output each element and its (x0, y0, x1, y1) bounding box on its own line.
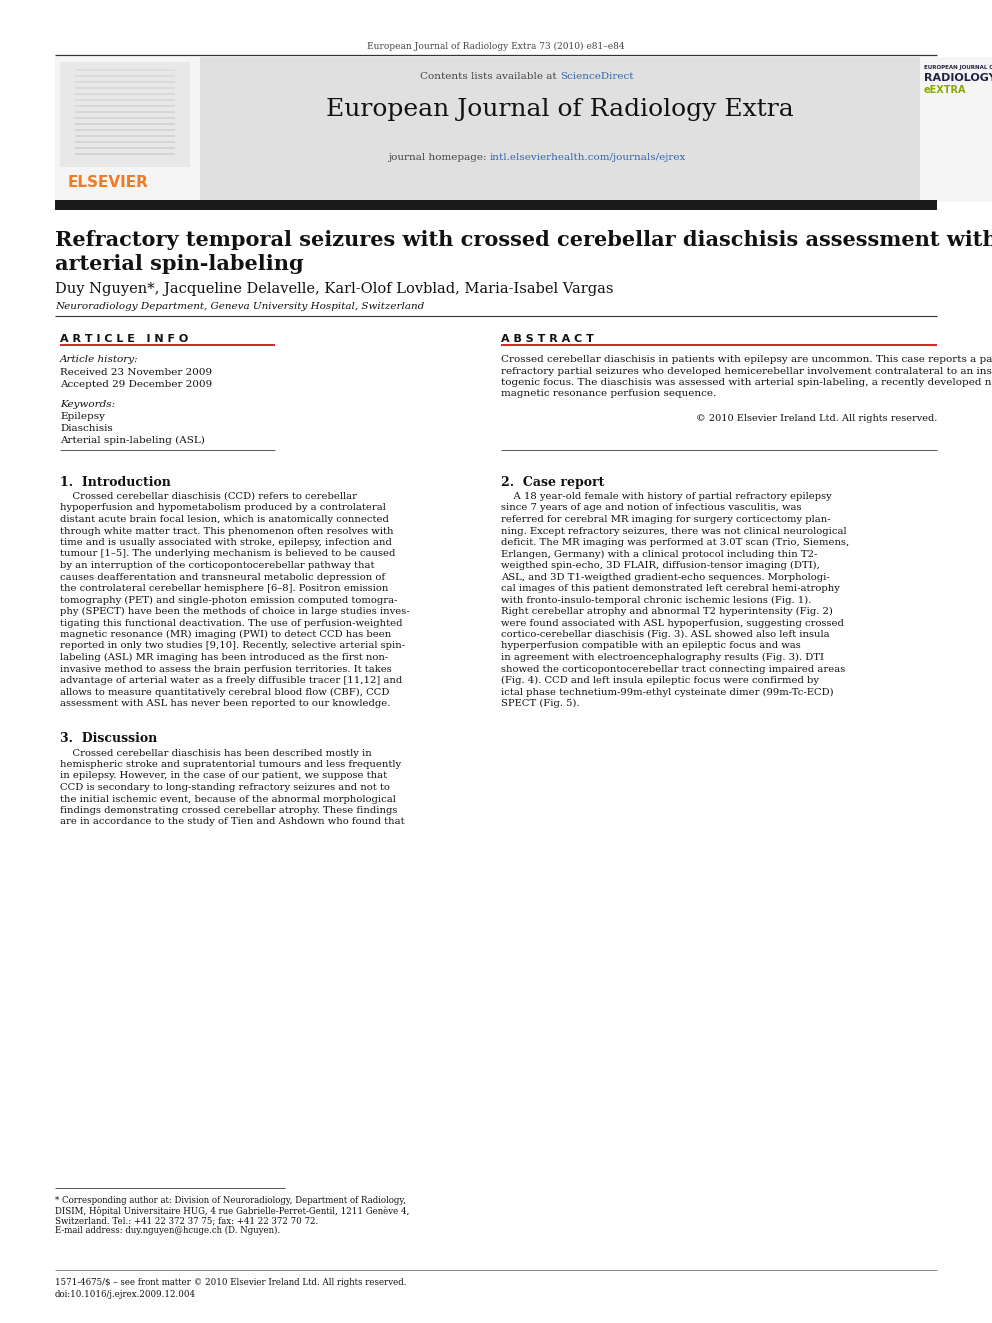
Text: © 2010 Elsevier Ireland Ltd. All rights reserved.: © 2010 Elsevier Ireland Ltd. All rights … (695, 414, 937, 423)
Text: refractory partial seizures who developed hemicerebellar involvement contralater: refractory partial seizures who develope… (501, 366, 992, 376)
Bar (55, 57, 200, 202)
Text: Duy Nguyen*, Jacqueline Delavelle, Karl-Olof Lovblad, Maria-Isabel Vargas: Duy Nguyen*, Jacqueline Delavelle, Karl-… (55, 282, 613, 296)
Text: in epilepsy. However, in the case of our patient, we suppose that: in epilepsy. However, in the case of our… (60, 771, 387, 781)
Text: journal homepage:: journal homepage: (388, 153, 490, 161)
Text: the controlateral cerebellar hemisphere [6–8]. Positron emission: the controlateral cerebellar hemisphere … (60, 583, 389, 593)
Text: Switzerland. Tel.: +41 22 372 37 75; fax: +41 22 372 70 72.: Switzerland. Tel.: +41 22 372 37 75; fax… (55, 1216, 318, 1225)
Text: European Journal of Radiology Extra 73 (2010) e81–e84: European Journal of Radiology Extra 73 (… (367, 42, 625, 52)
Text: showed the corticopontocerebellar tract connecting impaired areas: showed the corticopontocerebellar tract … (501, 664, 845, 673)
Text: ASL, and 3D T1-weigthed gradient-echo sequences. Morphologi-: ASL, and 3D T1-weigthed gradient-echo se… (501, 573, 829, 582)
Text: A B S T R A C T: A B S T R A C T (501, 333, 594, 344)
Text: deficit. The MR imaging was performed at 3.0T scan (Trio, Siemens,: deficit. The MR imaging was performed at… (501, 538, 849, 548)
Text: hypoperfusion and hypometabolism produced by a controlateral: hypoperfusion and hypometabolism produce… (60, 504, 386, 512)
Text: Right cerebellar atrophy and abnormal T2 hyperintensity (Fig. 2): Right cerebellar atrophy and abnormal T2… (501, 607, 833, 617)
Text: ictal phase technetium-99m-ethyl cysteinate dimer (99m-Tc-ECD): ictal phase technetium-99m-ethyl cystein… (501, 688, 833, 697)
Text: tomography (PET) and single-photon emission computed tomogra-: tomography (PET) and single-photon emiss… (60, 595, 398, 605)
Bar (200, 57, 920, 202)
Text: intl.elsevierhealth.com/journals/ejrex: intl.elsevierhealth.com/journals/ejrex (490, 153, 686, 161)
Text: ELSEVIER: ELSEVIER (68, 175, 149, 191)
Text: labeling (ASL) MR imaging has been introduced as the first non-: labeling (ASL) MR imaging has been intro… (60, 654, 388, 662)
Text: hyperperfusion compatible with an epileptic focus and was: hyperperfusion compatible with an epilep… (501, 642, 801, 651)
Text: Erlangen, Germany) with a clinical protocol including thin T2-: Erlangen, Germany) with a clinical proto… (501, 549, 817, 558)
Text: Refractory temporal seizures with crossed cerebellar diaschisis assessment with: Refractory temporal seizures with crosse… (55, 230, 992, 250)
Text: by an interruption of the corticopontocerebellar pathway that: by an interruption of the corticopontoce… (60, 561, 375, 570)
Text: arterial spin-labeling: arterial spin-labeling (55, 254, 304, 274)
Text: cal images of this patient demonstrated left cerebral hemi-atrophy: cal images of this patient demonstrated … (501, 583, 840, 593)
Text: weigthed spin-echo, 3D FLAIR, diffusion-tensor imaging (DTI),: weigthed spin-echo, 3D FLAIR, diffusion-… (501, 561, 819, 570)
Text: advantage of arterial water as a freely diffusible tracer [11,12] and: advantage of arterial water as a freely … (60, 676, 402, 685)
Text: tigating this functional deactivation. The use of perfusion-weighted: tigating this functional deactivation. T… (60, 618, 403, 627)
Text: were found associated with ASL hypoperfusion, suggesting crossed: were found associated with ASL hypoperfu… (501, 618, 844, 627)
Text: with fronto-insulo-temporal chronic ischemic lesions (Fig. 1).: with fronto-insulo-temporal chronic isch… (501, 595, 811, 605)
Text: RADIOLOGY: RADIOLOGY (924, 73, 992, 83)
Text: Arterial spin-labeling (ASL): Arterial spin-labeling (ASL) (60, 437, 205, 445)
Text: referred for cerebral MR imaging for surgery corticectomy plan-: referred for cerebral MR imaging for sur… (501, 515, 830, 524)
Text: DISIM, Hôpital Universitaire HUG, 4 rue Gabrielle-Perret-Gentil, 1211 Genève 4,: DISIM, Hôpital Universitaire HUG, 4 rue … (55, 1207, 410, 1216)
Text: 2.  Case report: 2. Case report (501, 476, 604, 490)
Text: in agreement with electroencephalography results (Fig. 3). DTI: in agreement with electroencephalography… (501, 654, 824, 662)
Text: 1571-4675/$ – see front matter © 2010 Elsevier Ireland Ltd. All rights reserved.: 1571-4675/$ – see front matter © 2010 El… (55, 1278, 407, 1287)
Text: Received 23 November 2009: Received 23 November 2009 (60, 368, 212, 377)
Text: time and is usually associated with stroke, epilepsy, infection and: time and is usually associated with stro… (60, 538, 392, 546)
Text: Crossed cerebellar diaschisis (CCD) refers to cerebellar: Crossed cerebellar diaschisis (CCD) refe… (60, 492, 357, 501)
Bar (920, 57, 992, 202)
Text: magnetic resonance perfusion sequence.: magnetic resonance perfusion sequence. (501, 389, 716, 398)
Text: A R T I C L E   I N F O: A R T I C L E I N F O (60, 333, 188, 344)
Text: Contents lists available at: Contents lists available at (421, 71, 560, 81)
Text: phy (SPECT) have been the methods of choice in large studies inves-: phy (SPECT) have been the methods of cho… (60, 607, 410, 617)
Text: SPECT (Fig. 5).: SPECT (Fig. 5). (501, 699, 579, 708)
Bar (55, 200, 937, 210)
Text: through white matter tract. This phenomenon often resolves with: through white matter tract. This phenome… (60, 527, 394, 536)
Text: togenic focus. The diaschisis was assessed with arterial spin-labeling, a recent: togenic focus. The diaschisis was assess… (501, 378, 992, 388)
Text: distant acute brain focal lesion, which is anatomically connected: distant acute brain focal lesion, which … (60, 515, 389, 524)
Text: hemispheric stroke and supratentorial tumours and less frequently: hemispheric stroke and supratentorial tu… (60, 759, 401, 769)
Text: European Journal of Radiology Extra: European Journal of Radiology Extra (326, 98, 794, 120)
Text: the initial ischemic event, because of the abnormal morphological: the initial ischemic event, because of t… (60, 795, 396, 803)
Text: EUROPEAN JOURNAL OF: EUROPEAN JOURNAL OF (924, 65, 992, 70)
Text: are in accordance to the study of Tien and Ashdown who found that: are in accordance to the study of Tien a… (60, 818, 405, 827)
Text: causes deafferentation and transneural metabolic depression of: causes deafferentation and transneural m… (60, 573, 385, 582)
Text: E-mail address: duy.nguyen@hcuge.ch (D. Nguyen).: E-mail address: duy.nguyen@hcuge.ch (D. … (55, 1226, 281, 1236)
Text: 1.  Introduction: 1. Introduction (60, 476, 171, 490)
Text: Accepted 29 December 2009: Accepted 29 December 2009 (60, 380, 212, 389)
Text: invasive method to assess the brain perfusion territories. It takes: invasive method to assess the brain perf… (60, 664, 392, 673)
Text: assessment with ASL has never been reported to our knowledge.: assessment with ASL has never been repor… (60, 699, 391, 708)
Text: cortico-cerebellar diaschisis (Fig. 3). ASL showed also left insula: cortico-cerebellar diaschisis (Fig. 3). … (501, 630, 829, 639)
Text: * Corresponding author at: Division of Neuroradiology, Department of Radiology,: * Corresponding author at: Division of N… (55, 1196, 406, 1205)
Text: Article history:: Article history: (60, 355, 139, 364)
Text: since 7 years of age and notion of infectious vasculitis, was: since 7 years of age and notion of infec… (501, 504, 802, 512)
Text: tumour [1–5]. The underlying mechanism is believed to be caused: tumour [1–5]. The underlying mechanism i… (60, 549, 396, 558)
Text: Crossed cerebellar diaschisis in patients with epilepsy are uncommon. This case : Crossed cerebellar diaschisis in patient… (501, 355, 992, 364)
Text: magnetic resonance (MR) imaging (PWI) to detect CCD has been: magnetic resonance (MR) imaging (PWI) to… (60, 630, 391, 639)
Text: Keywords:: Keywords: (60, 400, 115, 409)
Text: Epilepsy: Epilepsy (60, 411, 105, 421)
Text: A 18 year-old female with history of partial refractory epilepsy: A 18 year-old female with history of par… (501, 492, 831, 501)
Text: CCD is secondary to long-standing refractory seizures and not to: CCD is secondary to long-standing refrac… (60, 783, 390, 792)
Text: (Fig. 4). CCD and left insula epileptic focus were confirmed by: (Fig. 4). CCD and left insula epileptic … (501, 676, 819, 685)
Text: Neuroradiology Department, Geneva University Hospital, Switzerland: Neuroradiology Department, Geneva Univer… (55, 302, 425, 311)
Bar (60, 62, 190, 167)
Text: ning. Except refractory seizures, there was not clinical neurological: ning. Except refractory seizures, there … (501, 527, 846, 536)
Text: allows to measure quantitatively cerebral blood flow (CBF), CCD: allows to measure quantitatively cerebra… (60, 688, 390, 697)
Text: Diaschisis: Diaschisis (60, 423, 113, 433)
Text: doi:10.1016/j.ejrex.2009.12.004: doi:10.1016/j.ejrex.2009.12.004 (55, 1290, 196, 1299)
Text: Crossed cerebellar diaschisis has been described mostly in: Crossed cerebellar diaschisis has been d… (60, 749, 372, 758)
Text: findings demonstrating crossed cerebellar atrophy. These findings: findings demonstrating crossed cerebella… (60, 806, 398, 815)
Text: eEXTRA: eEXTRA (924, 85, 966, 95)
Text: 3.  Discussion: 3. Discussion (60, 733, 158, 745)
Text: reported in only two studies [9,10]. Recently, selective arterial spin-: reported in only two studies [9,10]. Rec… (60, 642, 405, 651)
Text: ScienceDirect: ScienceDirect (560, 71, 634, 81)
